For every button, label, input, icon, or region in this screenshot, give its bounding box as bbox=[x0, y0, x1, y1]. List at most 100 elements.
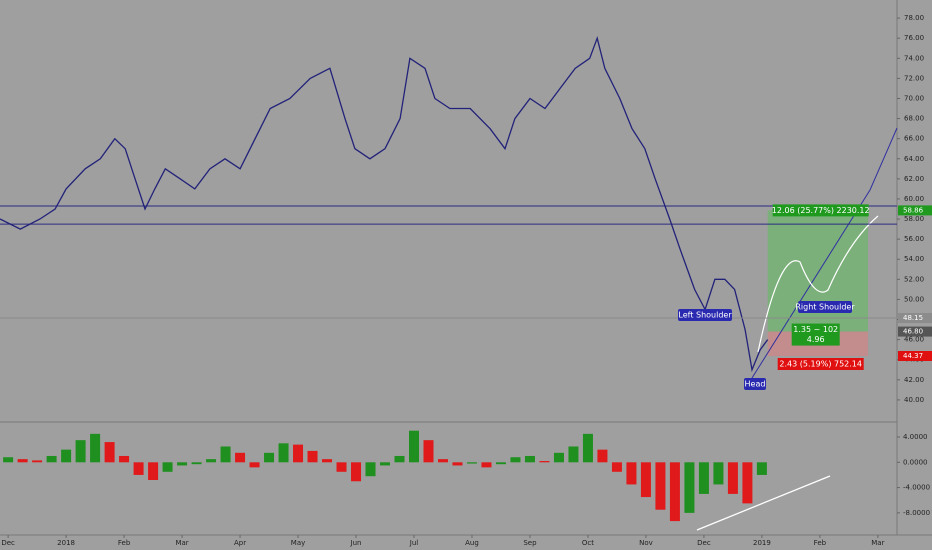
price-badge-label: 48.15 bbox=[903, 314, 923, 322]
osc-bar bbox=[409, 430, 419, 463]
y-tick-label: 62.00 bbox=[904, 175, 924, 183]
y-tick-label: 78.00 bbox=[904, 14, 924, 22]
x-tick-label: Nov bbox=[639, 539, 653, 547]
osc-bar bbox=[655, 462, 666, 510]
y-tick-label: 42.00 bbox=[904, 376, 924, 384]
y-tick-label: 52.00 bbox=[904, 275, 924, 283]
osc-bar bbox=[351, 462, 362, 482]
osc-bar bbox=[46, 455, 57, 463]
osc-tick-label: -4.0000 bbox=[903, 484, 930, 492]
price-line bbox=[0, 36, 769, 373]
osc-bar bbox=[524, 455, 535, 463]
osc-bar bbox=[133, 462, 144, 475]
osc-bar bbox=[336, 462, 347, 472]
price-badge bbox=[898, 205, 932, 216]
x-tick-label: 2019 bbox=[753, 539, 771, 547]
y-tick-label: 58.00 bbox=[904, 215, 924, 223]
osc-bar bbox=[727, 462, 738, 494]
y-tick-label: 50.00 bbox=[904, 295, 924, 303]
price-badge-label: 58.86 bbox=[903, 206, 924, 214]
osc-bar bbox=[742, 462, 753, 504]
stop-badge bbox=[777, 357, 864, 370]
y-tick-label: 74.00 bbox=[904, 54, 924, 62]
osc-bar bbox=[553, 452, 564, 463]
annotation: Head bbox=[745, 380, 766, 389]
osc-bar bbox=[611, 462, 622, 472]
y-tick-label: 56.00 bbox=[904, 235, 924, 243]
osc-bar bbox=[510, 457, 521, 463]
osc-bar bbox=[148, 462, 159, 480]
stop-label: 2.43 (5.19%) 752.14 bbox=[779, 359, 862, 368]
price-badge bbox=[898, 350, 932, 361]
osc-bar bbox=[481, 462, 492, 468]
osc-bar bbox=[307, 450, 318, 463]
y-tick-label: 72.00 bbox=[904, 74, 924, 82]
osc-bar bbox=[698, 462, 709, 494]
osc-bar bbox=[495, 462, 506, 465]
osc-bar bbox=[626, 462, 637, 485]
y-tick-label: 68.00 bbox=[904, 115, 924, 123]
osc-bar bbox=[322, 459, 333, 463]
x-tick-label: Aug bbox=[465, 539, 479, 547]
osc-bar bbox=[713, 462, 724, 485]
target-zone bbox=[767, 210, 869, 332]
osc-tick-label: -8.0000 bbox=[903, 509, 930, 517]
osc-tick-label: 4.0000 bbox=[903, 433, 928, 441]
osc-bar bbox=[61, 449, 72, 463]
annotation: Left Shoulder bbox=[678, 311, 732, 320]
osc-bar bbox=[104, 442, 115, 463]
trend-line bbox=[696, 475, 831, 531]
x-tick-label: Sep bbox=[523, 539, 537, 547]
osc-bar bbox=[756, 462, 767, 475]
osc-bar bbox=[206, 459, 217, 463]
x-tick-label: Feb bbox=[814, 539, 827, 547]
x-tick-label: Feb bbox=[118, 539, 131, 547]
osc-bar bbox=[423, 440, 434, 463]
price-badge-label: 44.37 bbox=[903, 352, 923, 360]
osc-bar bbox=[452, 462, 463, 466]
x-tick-label: Apr bbox=[234, 539, 246, 547]
annotation-box bbox=[744, 378, 766, 390]
x-tick-label: Oct bbox=[582, 539, 594, 547]
osc-bar bbox=[235, 452, 246, 463]
osc-bar bbox=[394, 455, 405, 463]
y-tick-label: 54.00 bbox=[904, 255, 924, 263]
osc-bar bbox=[582, 433, 593, 463]
annotation-box bbox=[798, 301, 852, 313]
x-tick-label: Jul bbox=[409, 539, 419, 547]
x-tick-label: Mar bbox=[175, 539, 188, 547]
projection-arrow bbox=[757, 215, 879, 353]
osc-bar bbox=[437, 459, 448, 463]
osc-bar bbox=[162, 462, 173, 472]
osc-bar bbox=[249, 462, 260, 468]
osc-bar bbox=[17, 459, 28, 463]
y-tick-label: 66.00 bbox=[904, 135, 924, 143]
osc-bar bbox=[365, 462, 376, 477]
osc-bar bbox=[539, 461, 550, 463]
osc-tick-label: 0.0000 bbox=[903, 458, 928, 466]
annotation: Right Shoulder bbox=[795, 303, 855, 312]
osc-bar bbox=[293, 444, 304, 463]
projection-line bbox=[751, 127, 898, 379]
osc-bar bbox=[75, 440, 86, 463]
x-tick-label: 2018 bbox=[57, 539, 75, 547]
target-badge bbox=[772, 204, 869, 217]
osc-bar bbox=[90, 433, 101, 463]
osc-bar bbox=[220, 446, 231, 463]
annotation-box bbox=[678, 309, 732, 321]
y-tick-label: 60.00 bbox=[904, 195, 924, 203]
x-tick-label: Dec bbox=[697, 539, 711, 547]
osc-bar bbox=[640, 462, 651, 498]
osc-bar bbox=[597, 449, 608, 463]
price-badge bbox=[898, 326, 932, 337]
y-tick-label: 64.00 bbox=[904, 155, 924, 163]
osc-bar bbox=[568, 446, 579, 463]
target-label: 12.06 (25.77%) 2230.12 bbox=[772, 206, 870, 215]
y-tick-label: 40.00 bbox=[904, 396, 924, 404]
osc-bar bbox=[264, 452, 275, 463]
osc-bar bbox=[3, 457, 14, 463]
x-tick-label: Dec bbox=[1, 539, 15, 547]
osc-bar bbox=[466, 462, 477, 464]
price-badge-label: 46.80 bbox=[903, 328, 923, 336]
osc-bar bbox=[380, 462, 391, 466]
